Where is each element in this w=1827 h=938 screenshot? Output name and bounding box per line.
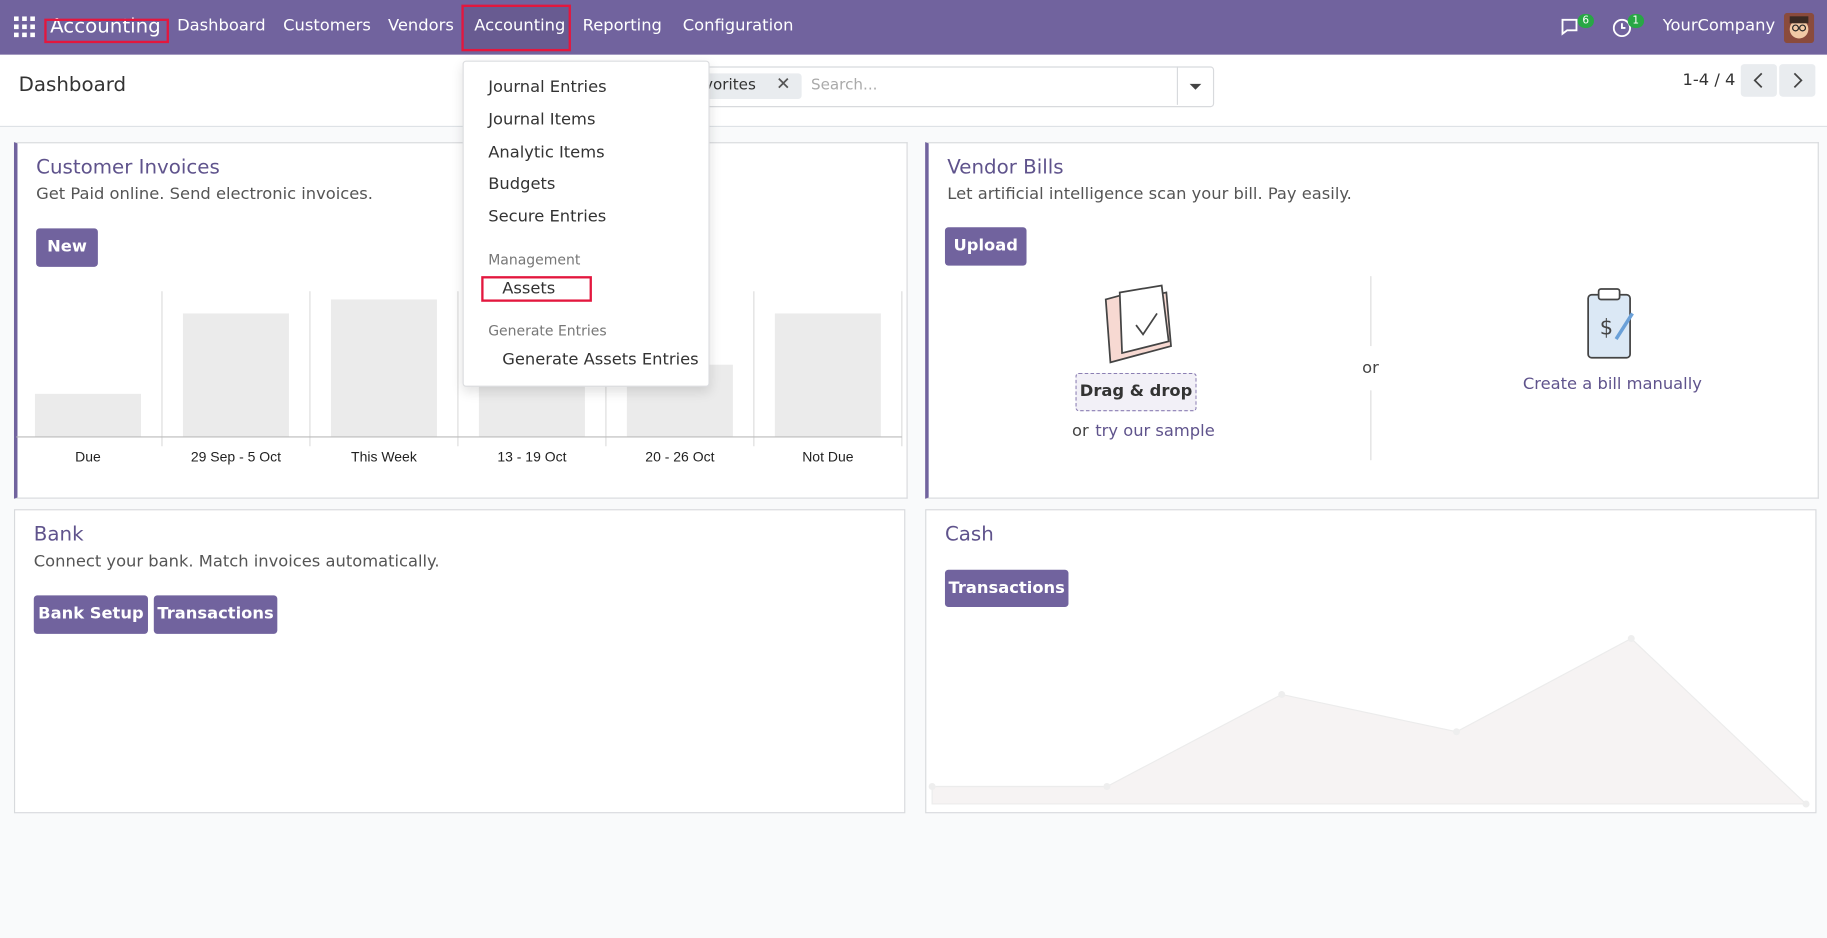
highlight [461,4,571,52]
card-title[interactable]: Bank [33,523,84,547]
control-panel: Dashboard Favorites ✕ Search... 1-4 / 4 [0,54,1827,128]
card-description: Get Paid online. Send electronic invoice… [36,185,374,204]
button[interactable]: Transactions [944,569,1069,608]
activity-icon[interactable] [1612,17,1634,38]
card-title[interactable]: Vendor Bills [947,156,1064,180]
card-vendor-bills: Vendor Bills Let artificial intelligence… [925,142,1819,499]
card-description: Let artificial intelligence scan your bi… [947,185,1352,204]
dropdown-header: Generate Entries [488,322,607,340]
dropdown-item[interactable]: Assets [502,279,556,299]
dropdown-header: Management [488,251,581,268]
dropdown-menu: Journal Entries Journal Items Analytic I… [462,60,710,387]
facet-remove[interactable]: ✕ [776,73,791,95]
separator [1370,390,1372,461]
menu-item[interactable]: Dashboard [177,16,266,35]
svg-text:$: $ [1600,315,1613,339]
highlight [44,18,169,44]
graph-label: Due [75,448,101,465]
sample-points [928,635,1810,808]
menu-item[interactable]: Accounting [474,16,566,35]
highlight [481,276,592,302]
breadcrumb: Dashboard [18,73,127,97]
menu-item[interactable]: Customers [283,16,371,35]
manual-link[interactable]: Create a bill manually [1522,375,1702,394]
graph-label: 29 Sep - 5 Oct [190,448,282,465]
dropdown-item[interactable]: Generate Assets Entries [502,350,699,370]
pager-prev[interactable] [1740,64,1777,97]
dropdown-item[interactable]: Budgets [488,174,556,194]
card-title[interactable]: Customer Invoices [36,156,220,180]
graph-label: 20 - 26 Oct [645,448,715,465]
sample-bar-graph [16,291,903,447]
graph-label: Not Due [802,448,854,465]
activity-badge: 1 [1627,13,1644,28]
clipboard-icon: $ [1587,288,1634,359]
sample-area [931,637,1808,805]
button[interactable]: New [36,228,98,267]
navbar: Accounting Dashboard Customers Vendors A… [0,0,1827,55]
menu-item[interactable]: Configuration [682,16,794,35]
or-text: or [1071,421,1089,441]
sample-line-graph [928,635,1810,808]
dropdown-item[interactable]: Secure Entries [488,207,607,227]
sample-bars [34,299,881,437]
pager-next[interactable] [1779,64,1816,97]
card-customer-invoices: Customer Invoices Get Paid online. Send … [13,142,908,499]
button[interactable]: Bank Setup [33,595,148,634]
graph-label: This Week [351,448,417,465]
or-text: or [1362,358,1379,378]
apps-icon[interactable] [13,16,35,38]
graph-label: 13 - 19 Oct [497,448,567,465]
menu-item[interactable]: Reporting [582,16,662,35]
button[interactable]: Upload [944,227,1027,266]
card-bank: Bank Connect your bank. Match invoices a… [13,509,906,814]
dropdown-item[interactable]: Journal Entries [488,78,607,97]
button[interactable]: Transactions [153,595,278,634]
sample-link[interactable]: try our sample [1095,421,1215,441]
dropdown-item[interactable]: Analytic Items [488,143,605,162]
avatar[interactable] [1783,12,1815,44]
search-toggle[interactable] [1176,66,1213,105]
menu-item[interactable]: Vendors [388,16,454,35]
active-menu-bg [461,4,571,52]
company-name[interactable]: YourCompany [1662,16,1776,35]
dropdown-item[interactable]: Journal Items [488,110,596,130]
app-name[interactable]: Accounting [50,15,161,39]
messages-icon[interactable] [1560,17,1583,38]
card-title[interactable]: Cash [944,523,994,547]
folder-icon [1104,284,1172,364]
drag-drop[interactable]: Drag & drop [1075,372,1197,412]
messages-badge: 6 [1577,13,1594,28]
search-box[interactable] [652,66,1215,108]
separator [1370,276,1372,347]
search-placeholder[interactable]: Search... [810,76,878,95]
card-description: Connect your bank. Match invoices automa… [33,552,440,571]
pager: 1-4 / 4 [1682,71,1736,90]
